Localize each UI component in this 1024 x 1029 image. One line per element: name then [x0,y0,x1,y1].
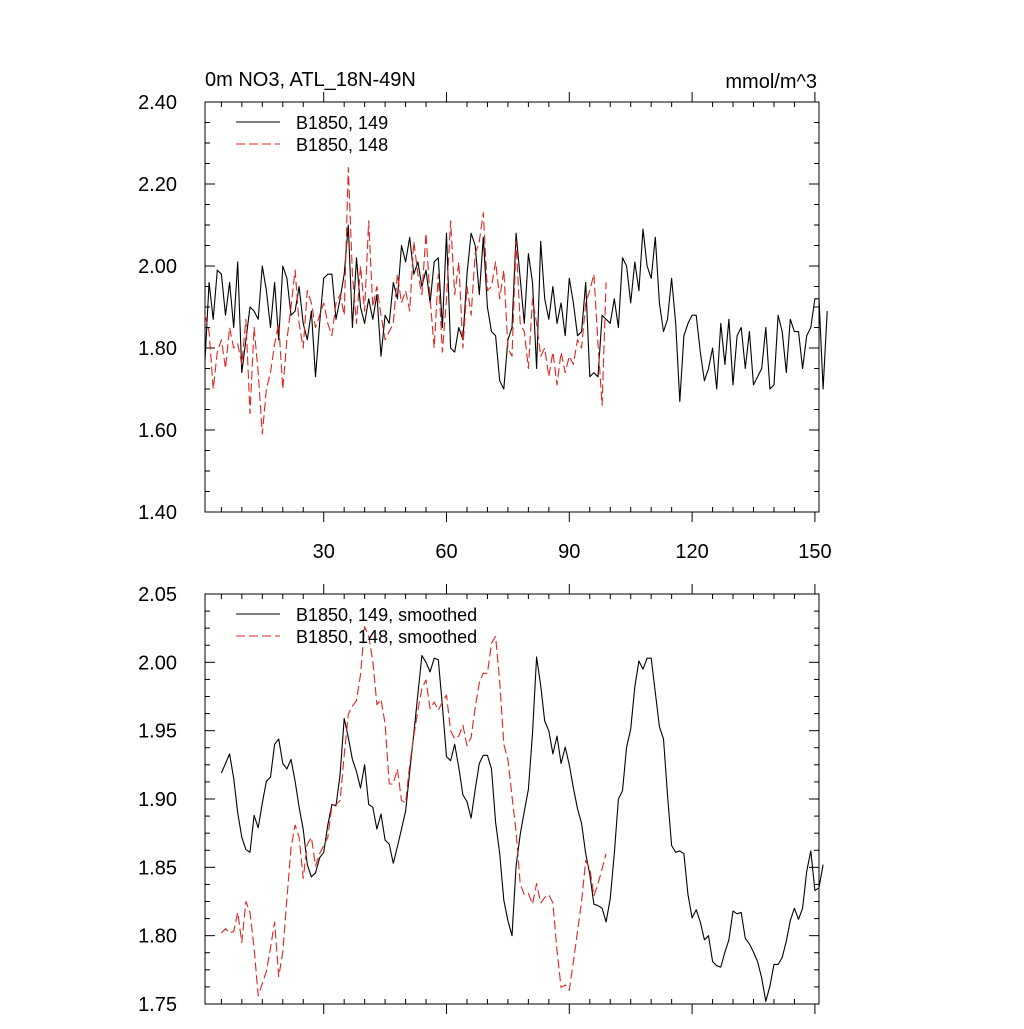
y-tick-label: 2.20 [138,174,177,196]
y-tick-label: 2.00 [138,652,177,674]
x-tick-label: 30 [313,541,335,563]
y-tick-label: 1.75 [138,994,177,1016]
plot-frame-1 [204,101,820,513]
legend-label: B1850, 148, smoothed [296,627,477,647]
legend-label: B1850, 148 [296,135,388,155]
units-label: mmol/m^3 [725,71,817,93]
legend-label: B1850, 149 [296,113,388,133]
series-line-149 [220,654,824,1002]
y-tick-label: 2.00 [138,256,177,278]
y-tick-label: 1.60 [138,420,177,442]
chart-title: 0m NO3, ATL_18N-49N [205,69,416,91]
y-tick-label: 1.90 [138,789,177,811]
x-tick-label: 90 [558,541,580,563]
x-tick-label: 150 [798,541,831,563]
x-tick-label: 120 [675,541,708,563]
x-tick-label: 60 [435,541,457,563]
legend-label: B1850, 149, smoothed [296,605,477,625]
y-tick-label: 1.85 [138,857,177,879]
y-tick-label: 2.05 [138,584,177,606]
series-line-149 [204,224,828,402]
y-tick-label: 1.80 [138,338,177,360]
y-tick-label: 1.80 [138,926,177,948]
y-tick-label: 1.95 [138,721,177,743]
series-line-148 [204,167,607,435]
y-tick-label: 1.40 [138,502,177,524]
series-line-148 [221,626,607,997]
y-tick-label: 2.40 [138,92,177,114]
